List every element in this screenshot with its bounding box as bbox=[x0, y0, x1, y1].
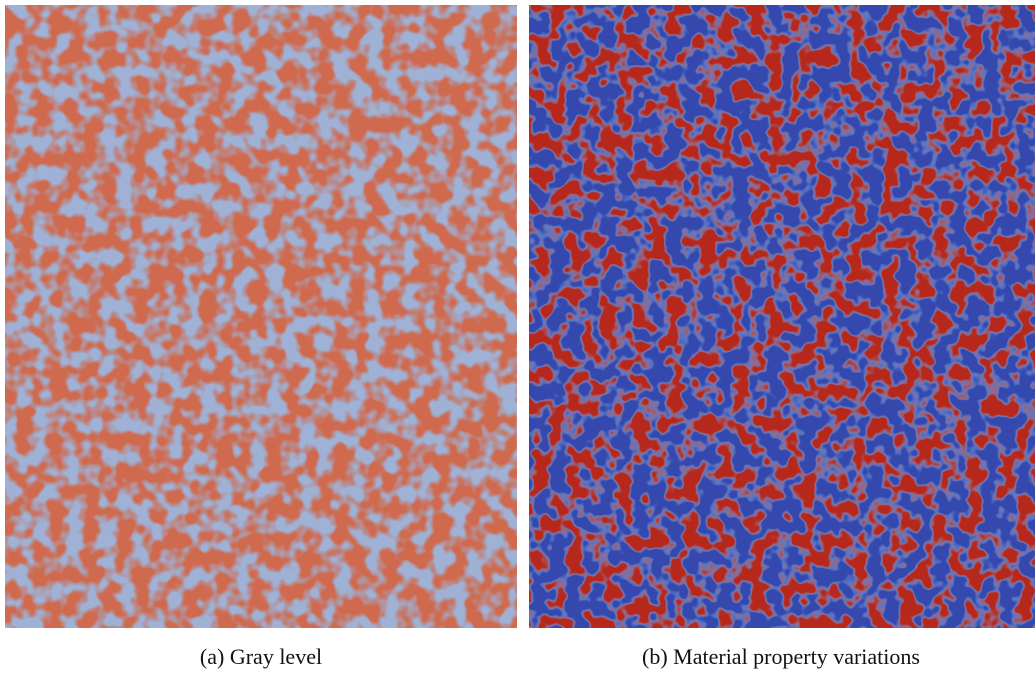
caption: (b) Material property variations bbox=[642, 644, 920, 669]
caption: (a) Gray level bbox=[200, 644, 322, 669]
gray-level-image bbox=[5, 5, 517, 628]
material-property-image bbox=[529, 5, 1035, 628]
